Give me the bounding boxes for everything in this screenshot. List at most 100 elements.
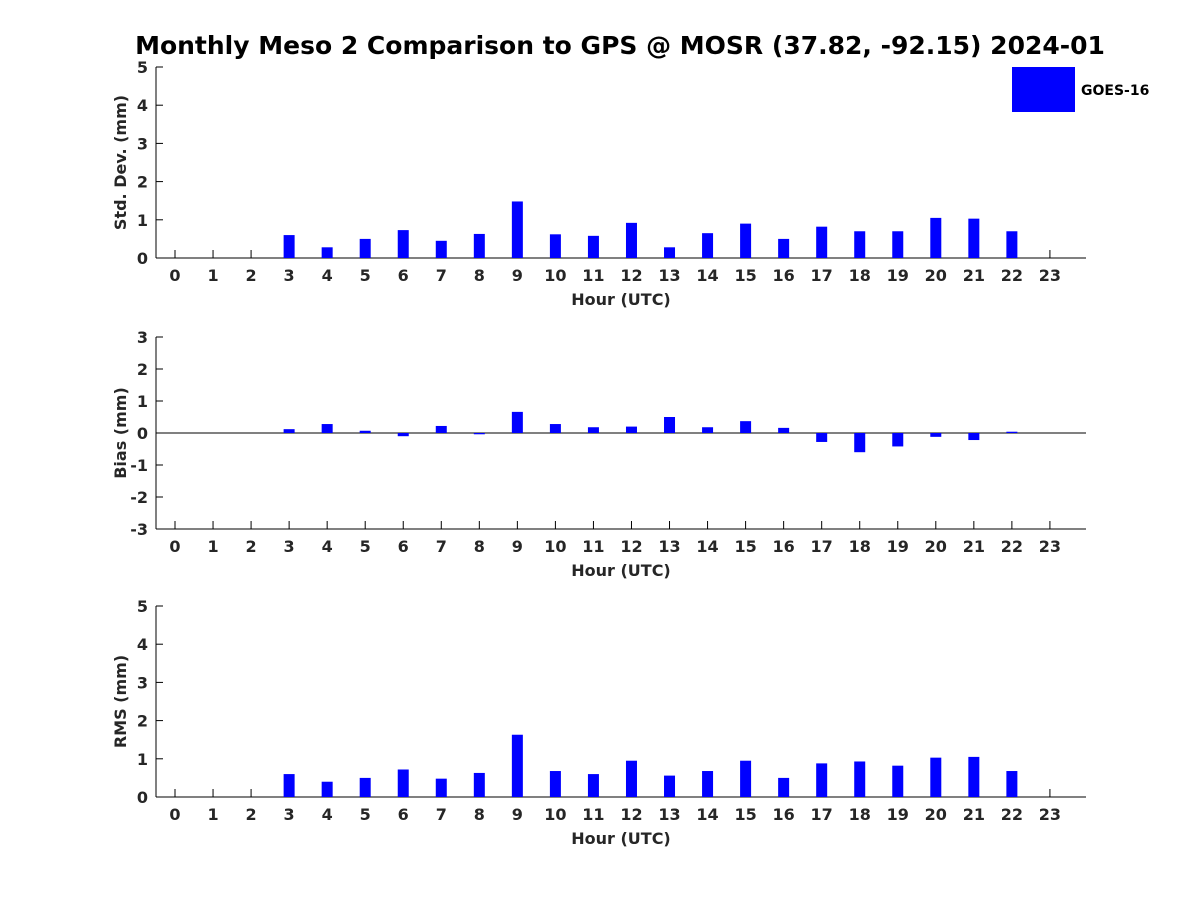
bar-hour-9 xyxy=(511,201,523,258)
y-tick-label: 2 xyxy=(137,360,148,379)
x-tick-label: 9 xyxy=(512,805,523,824)
bar-hour-20 xyxy=(930,217,942,258)
x-tick-label: 17 xyxy=(811,537,833,556)
x-tick-label: 9 xyxy=(512,266,523,285)
bar-hour-20 xyxy=(930,433,942,437)
y-tick-label: -3 xyxy=(130,520,148,539)
x-tick-label: 13 xyxy=(658,537,680,556)
x-tick-label: 14 xyxy=(696,537,718,556)
bar-hour-14 xyxy=(702,427,714,433)
x-tick-label: 5 xyxy=(360,805,371,824)
x-tick-label: 7 xyxy=(436,805,447,824)
x-tick-label: 3 xyxy=(284,805,295,824)
x-tick-label: 21 xyxy=(963,537,985,556)
x-tick-label: 7 xyxy=(436,266,447,285)
y-tick-label: 3 xyxy=(137,673,148,692)
x-tick-label: 16 xyxy=(773,266,795,285)
bar-hour-21 xyxy=(968,218,980,258)
x-tick-label: 3 xyxy=(284,537,295,556)
x-tick-label: 19 xyxy=(887,537,909,556)
bar-hour-5 xyxy=(359,777,371,797)
y-tick-label: 1 xyxy=(137,211,148,230)
x-tick-label: 2 xyxy=(246,537,257,556)
y-tick-label: 0 xyxy=(137,424,148,443)
bar-hour-16 xyxy=(778,777,790,797)
x-tick-label: 23 xyxy=(1039,537,1061,556)
bar-hour-3 xyxy=(283,235,295,258)
bar-hour-17 xyxy=(816,763,828,797)
bar-hour-15 xyxy=(740,223,752,258)
legend: GOES-16 xyxy=(1012,67,1149,112)
bar-hour-4 xyxy=(321,781,333,797)
bar-hour-10 xyxy=(549,234,561,258)
bar-hour-18 xyxy=(854,433,866,453)
legend-label: GOES-16 xyxy=(1081,83,1149,99)
bar-hour-18 xyxy=(854,761,866,797)
bar-hour-3 xyxy=(283,429,295,433)
x-tick-label: 17 xyxy=(811,805,833,824)
y-tick-label: 1 xyxy=(137,392,148,411)
y-tick-label: 0 xyxy=(137,788,148,807)
y-axis-label: Std. Dev. (mm) xyxy=(111,95,130,230)
bar-hour-12 xyxy=(625,760,637,797)
bar-hour-5 xyxy=(359,430,371,433)
x-tick-label: 1 xyxy=(207,805,218,824)
x-tick-label: 0 xyxy=(169,805,180,824)
x-tick-label: 21 xyxy=(963,805,985,824)
bar-hour-19 xyxy=(892,765,904,797)
bar-hour-7 xyxy=(435,240,447,258)
bar-hour-21 xyxy=(968,433,980,441)
x-tick-label: 13 xyxy=(658,266,680,285)
x-tick-label: 11 xyxy=(582,537,604,556)
y-tick-label: 3 xyxy=(137,134,148,153)
y-axis-label: Bias (mm) xyxy=(111,387,130,479)
y-tick-label: 0 xyxy=(137,249,148,268)
x-tick-label: 23 xyxy=(1039,266,1061,285)
y-tick-label: 2 xyxy=(137,173,148,192)
bar-hour-6 xyxy=(397,230,409,258)
x-tick-label: 23 xyxy=(1039,805,1061,824)
x-tick-label: 8 xyxy=(474,805,485,824)
bar-hour-16 xyxy=(778,238,790,258)
y-tick-label: 5 xyxy=(137,597,148,616)
bar-hour-3 xyxy=(283,774,295,797)
bar-hour-14 xyxy=(702,233,714,258)
legend-swatch xyxy=(1012,67,1075,112)
bar-hour-13 xyxy=(664,247,676,258)
bar-hour-13 xyxy=(664,775,676,797)
bar-hour-6 xyxy=(397,769,409,797)
bar-hour-8 xyxy=(473,433,485,435)
y-tick-label: -1 xyxy=(130,456,148,475)
x-tick-label: 16 xyxy=(773,805,795,824)
x-tick-label: 5 xyxy=(360,266,371,285)
x-tick-label: 22 xyxy=(1001,266,1023,285)
x-tick-label: 8 xyxy=(474,266,485,285)
x-tick-label: 20 xyxy=(925,266,947,285)
bar-hour-11 xyxy=(587,774,599,797)
x-tick-label: 8 xyxy=(474,537,485,556)
y-tick-label: 4 xyxy=(137,96,148,115)
x-tick-label: 15 xyxy=(734,537,756,556)
y-tick-label: -2 xyxy=(130,488,148,507)
bar-hour-19 xyxy=(892,433,904,447)
x-tick-label: 13 xyxy=(658,805,680,824)
x-tick-label: 18 xyxy=(849,805,871,824)
x-axis-label: Hour (UTC) xyxy=(571,561,671,580)
bar-hour-12 xyxy=(625,222,637,258)
x-tick-label: 0 xyxy=(169,537,180,556)
bar-hour-22 xyxy=(1006,431,1018,433)
x-tick-label: 12 xyxy=(620,266,642,285)
y-tick-label: 2 xyxy=(137,712,148,731)
x-tick-label: 7 xyxy=(436,537,447,556)
x-tick-label: 21 xyxy=(963,266,985,285)
y-tick-label: 1 xyxy=(137,750,148,769)
bar-hour-10 xyxy=(549,424,561,433)
x-tick-label: 15 xyxy=(734,805,756,824)
bar-hour-4 xyxy=(321,247,333,258)
x-tick-label: 14 xyxy=(696,266,718,285)
bar-hour-17 xyxy=(816,226,828,258)
bar-hour-20 xyxy=(930,757,942,797)
